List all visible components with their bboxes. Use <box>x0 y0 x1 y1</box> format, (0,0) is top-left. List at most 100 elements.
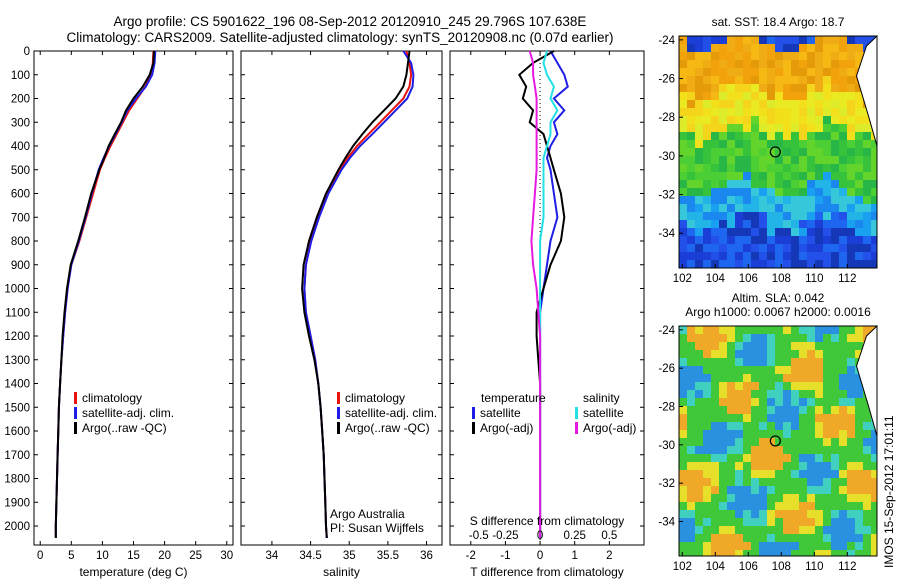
map-cell <box>727 84 735 92</box>
map-cell <box>719 220 727 228</box>
map-cell <box>743 366 751 374</box>
map-cell <box>711 220 719 228</box>
map-cell <box>871 478 877 486</box>
map-cell <box>743 236 751 244</box>
map-cell <box>695 462 703 470</box>
map-cell <box>679 236 687 244</box>
map-cell <box>847 534 855 542</box>
map-cell <box>831 494 839 502</box>
map-cell <box>831 438 839 446</box>
map-cell <box>783 252 791 260</box>
map-cell <box>703 510 711 518</box>
map-cell <box>735 326 743 334</box>
map-cell <box>719 326 727 334</box>
map-cell <box>719 454 727 462</box>
x-tick-label: 0 <box>37 550 43 562</box>
map-cell <box>847 422 855 430</box>
map-cell <box>847 196 855 204</box>
map-cell <box>847 188 855 196</box>
map-cell <box>751 326 759 334</box>
map-cell <box>831 196 839 204</box>
map-cell <box>743 68 751 76</box>
map-cell <box>727 462 735 470</box>
map-cell <box>775 220 783 228</box>
map-cell <box>743 92 751 100</box>
map-cell <box>711 398 719 406</box>
map-cell <box>679 446 687 454</box>
map-cell <box>807 188 815 196</box>
map-cell <box>679 350 687 358</box>
map-cell <box>815 454 823 462</box>
map-cell <box>695 510 703 518</box>
map-cell <box>751 390 759 398</box>
y-tick-label: 800 <box>11 236 30 248</box>
map-cell <box>839 430 847 438</box>
map-cell <box>679 454 687 462</box>
map-cell <box>783 534 791 542</box>
map-cell <box>783 156 791 164</box>
map-cell <box>759 204 767 212</box>
map-cell <box>687 148 695 156</box>
map-cell <box>783 470 791 478</box>
map-cell <box>687 84 695 92</box>
map-cell <box>743 550 751 556</box>
map-cell <box>807 438 815 446</box>
map-cell <box>727 252 735 260</box>
map-cell <box>679 414 687 422</box>
map-cell <box>815 414 823 422</box>
map-cell <box>679 430 687 438</box>
map-cell <box>735 542 743 550</box>
map-cell <box>759 100 767 108</box>
map-cell <box>759 534 767 542</box>
map-cell <box>687 132 695 140</box>
map-cell <box>767 164 775 172</box>
y-tick-label: 500 <box>11 165 30 177</box>
map-cell <box>767 470 775 478</box>
map-cell <box>679 68 687 76</box>
map-cell <box>815 228 823 236</box>
map-cell <box>791 76 799 84</box>
map-cell <box>847 518 855 526</box>
map-cell <box>815 510 823 518</box>
map-cell <box>783 398 791 406</box>
map-cell <box>863 172 871 180</box>
map-cell <box>735 260 743 268</box>
map-cell <box>823 52 831 60</box>
map-cell <box>751 334 759 342</box>
map-cell <box>863 228 871 236</box>
map-cell <box>839 438 847 446</box>
map-cell <box>735 140 743 148</box>
map-cell <box>775 350 783 358</box>
map-field <box>679 36 877 268</box>
map-cell <box>823 84 831 92</box>
map-cell <box>807 108 815 116</box>
map-cell <box>767 342 775 350</box>
map-cell <box>767 52 775 60</box>
map-cell <box>871 470 877 478</box>
map-cell <box>799 542 807 550</box>
map-cell <box>679 486 687 494</box>
map-cell <box>711 366 719 374</box>
map-cell <box>775 116 783 124</box>
map-cell <box>871 446 877 454</box>
map-cell <box>807 470 815 478</box>
map-cell <box>807 116 815 124</box>
map-cell <box>695 366 703 374</box>
map-cell <box>783 350 791 358</box>
map-cell <box>711 180 719 188</box>
map-cell <box>767 406 775 414</box>
map-cell <box>687 252 695 260</box>
map-cell <box>855 438 863 446</box>
map-cell <box>711 44 719 52</box>
map-cell <box>727 470 735 478</box>
map-cell <box>759 518 767 526</box>
map-cell <box>807 382 815 390</box>
map-cell <box>711 228 719 236</box>
x-tick-label: 35 <box>343 550 356 562</box>
map-cell <box>767 148 775 156</box>
map-y-tick-label: -26 <box>658 74 675 86</box>
map-frame <box>678 35 878 269</box>
map-cell <box>727 260 735 268</box>
map-cell <box>695 518 703 526</box>
map-cell <box>775 422 783 430</box>
